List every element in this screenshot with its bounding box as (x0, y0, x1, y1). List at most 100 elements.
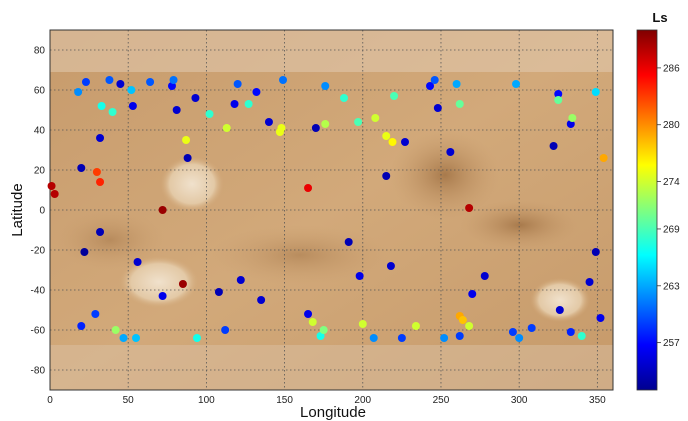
data-point (91, 310, 100, 318)
data-point (279, 76, 288, 84)
data-point (319, 326, 328, 334)
data-point (549, 142, 558, 150)
data-point (455, 332, 464, 340)
data-point (344, 238, 353, 246)
data-point (401, 138, 410, 146)
data-point (452, 80, 461, 88)
x-axis-label: Longitude (300, 404, 366, 421)
x-tick-label: 100 (198, 395, 215, 406)
y-tick-label: -60 (31, 326, 46, 337)
data-point (433, 104, 442, 112)
colorbar-tick-label: 263 (663, 281, 680, 292)
data-point (252, 88, 261, 96)
data-point (358, 320, 367, 328)
data-point (77, 164, 86, 172)
data-point (191, 94, 200, 102)
data-point (222, 124, 231, 132)
data-point (512, 80, 521, 88)
data-point (304, 310, 313, 318)
colorbar-tick-label: 269 (663, 224, 680, 235)
data-point (193, 334, 202, 342)
data-point (458, 316, 467, 324)
data-point (388, 138, 397, 146)
data-point (74, 88, 83, 96)
data-point (426, 82, 435, 90)
x-tick-label: 150 (276, 395, 293, 406)
data-point (169, 76, 178, 84)
data-point (128, 102, 137, 110)
x-tick-label: 250 (433, 395, 450, 406)
data-point (96, 134, 105, 142)
data-point (257, 296, 266, 304)
data-point (119, 334, 128, 342)
data-point (132, 334, 141, 342)
y-tick-label: 80 (34, 46, 46, 57)
y-tick-label: 60 (34, 86, 46, 97)
data-point (371, 114, 380, 122)
data-point (508, 328, 517, 336)
data-point (382, 172, 391, 180)
data-point (440, 334, 449, 342)
colorbar-ticks: 286 280 274 269 263 257 (657, 63, 680, 349)
data-point (92, 168, 101, 176)
data-point (77, 322, 86, 330)
colorbar-gradient (636, 29, 658, 391)
data-point (430, 76, 439, 84)
data-point (585, 278, 594, 286)
data-point (236, 276, 245, 284)
data-point (599, 154, 608, 162)
data-point (221, 326, 230, 334)
x-tick-label: 50 (123, 395, 135, 406)
data-point (172, 106, 181, 114)
data-point (205, 110, 214, 118)
data-point (369, 334, 378, 342)
y-tick-label: -20 (31, 246, 46, 257)
data-point (577, 332, 586, 340)
data-point (591, 88, 600, 96)
x-tick-label: 200 (354, 395, 371, 406)
data-point (158, 206, 167, 214)
data-point (468, 290, 477, 298)
data-point (397, 334, 406, 342)
data-point (97, 102, 106, 110)
data-point (105, 76, 114, 84)
data-point (133, 258, 142, 266)
y-tick-label: 40 (34, 126, 46, 137)
data-point (80, 248, 89, 256)
data-point (465, 322, 474, 330)
data-point (111, 326, 120, 334)
data-point (411, 322, 420, 330)
data-point (167, 82, 176, 90)
data-point (382, 132, 391, 140)
colorbar-tick-label: 257 (663, 338, 680, 349)
data-point (566, 120, 575, 128)
data-point (566, 328, 575, 336)
data-point (47, 182, 56, 190)
colorbar: Ls 286 280 274 269 263 257 (636, 10, 680, 391)
data-point (591, 248, 600, 256)
data-point (354, 118, 363, 126)
x-tick-label: 300 (511, 395, 528, 406)
data-point (390, 92, 399, 100)
y-axis-label: Latitude (9, 183, 26, 236)
data-point (554, 90, 563, 98)
data-point (465, 204, 474, 212)
data-point (446, 148, 455, 156)
data-point (214, 288, 223, 296)
data-point (146, 78, 155, 86)
colorbar-tick-label: 280 (663, 120, 680, 131)
y-tick-label: -80 (31, 366, 46, 377)
data-point (277, 124, 286, 132)
data-point (321, 120, 330, 128)
data-point (455, 100, 464, 108)
data-point (316, 332, 325, 340)
data-point (308, 318, 317, 326)
data-point (158, 292, 167, 300)
data-point (183, 154, 192, 162)
data-point (264, 118, 273, 126)
y-tick-label: 20 (34, 166, 46, 177)
data-point (515, 334, 524, 342)
data-point (244, 100, 253, 108)
x-tick-label: 0 (47, 395, 53, 406)
